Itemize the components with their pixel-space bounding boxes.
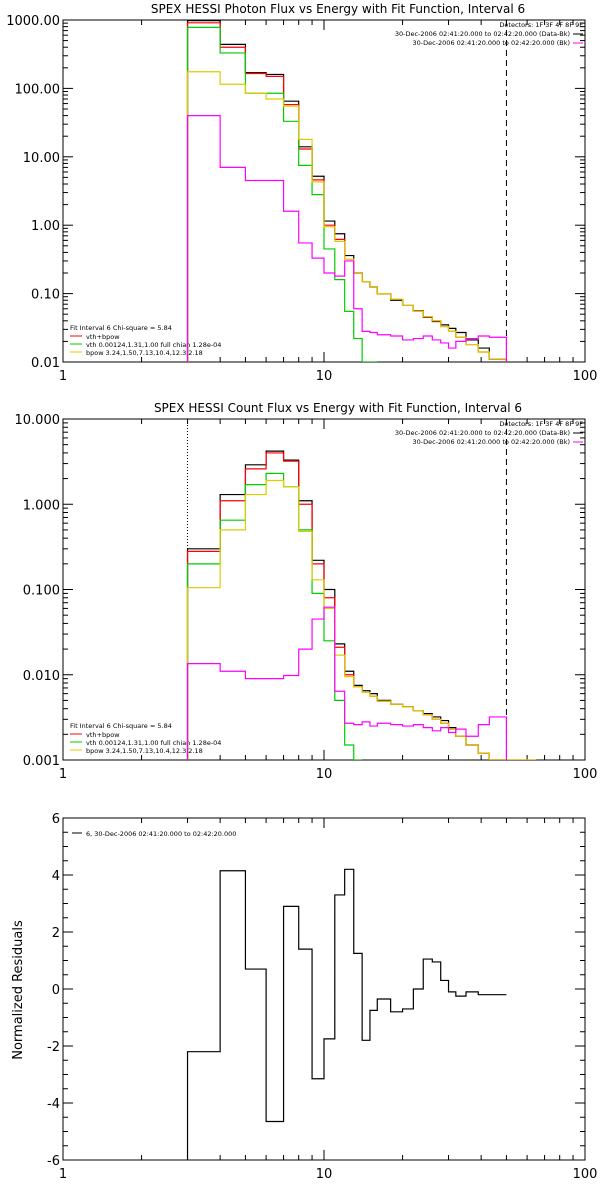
panel2-title: SPEX HESSI Count Flux vs Energy with Fit… bbox=[154, 401, 522, 415]
series-bk-line bbox=[186, 606, 508, 760]
panel1-ytick-label: 100.00 bbox=[15, 82, 61, 97]
panel1-fit-header: Fit Interval 6 Chi-square = 5.84 bbox=[70, 324, 172, 332]
panel3-ytick-label: -6 bbox=[47, 1154, 60, 1169]
panel1-time-data: 30-Dec-2006 02:41:20.000 to 02:42:20.000… bbox=[395, 30, 570, 38]
panel1-fit-model: vth+bpow bbox=[86, 333, 120, 341]
panel2-ytick-label: 0.010 bbox=[23, 669, 60, 684]
photon-flux-panel: SPEX HESSI Photon Flux vs Energy with Fi… bbox=[6, 2, 597, 384]
panel2-fit-model: vth+bpow bbox=[86, 731, 120, 739]
panel2-time-data: 30-Dec-2006 02:41:20.000 to 02:42:20.000… bbox=[395, 429, 570, 437]
panel2-tick-labels: 1 10 100 0.001 0.010 0.100 1.000 10.000 bbox=[15, 413, 598, 782]
series-bk-line bbox=[186, 115, 508, 362]
panel1-fit-bpow: bpow 3.24,1.50,7.13,10.4,12.3,2.18 bbox=[86, 349, 203, 357]
panel3-ytick-label: -2 bbox=[47, 1040, 60, 1055]
panel1-fit-vth: vth 0.00124,1.31,1.00 full chian 1.28e-0… bbox=[86, 341, 221, 349]
series-total-line bbox=[186, 450, 507, 760]
panel3-xtick-label: 100 bbox=[573, 1167, 598, 1182]
panel3-ytick-label: 6 bbox=[52, 812, 60, 827]
series-bpow-line bbox=[186, 479, 537, 760]
panel1-ytick-label: 0.10 bbox=[31, 288, 60, 303]
panel2-info: Detectors: 1F 3F 4F 8F 9F 30-Dec-2006 02… bbox=[395, 420, 583, 446]
panel2-fit-legend: Fit Interval 6 Chi-square = 5.84 vth+bpo… bbox=[70, 722, 221, 755]
panel1-title: SPEX HESSI Photon Flux vs Energy with Fi… bbox=[151, 2, 525, 16]
panel2-xtick-label: 1 bbox=[59, 767, 67, 782]
panel1-ytick-label: 1.00 bbox=[31, 219, 60, 234]
panel3-ytick-label: -4 bbox=[47, 1097, 60, 1112]
panel2-ytick-label: 0.001 bbox=[23, 754, 60, 769]
panel1-xtick-label: 10 bbox=[316, 369, 333, 384]
panel3-ytick-label: 0 bbox=[52, 983, 60, 998]
panel3-ytick-label: 4 bbox=[52, 869, 60, 884]
series-total-line bbox=[186, 868, 507, 1160]
residuals-panel: Normalized Residuals 1 10 100 -6 -4 -2 0… bbox=[11, 812, 597, 1182]
panel1-info: Detectors: 1F 3F 4F 8F 9F 30-Dec-2006 02… bbox=[395, 21, 583, 47]
panel2-ytick-label: 1.000 bbox=[23, 498, 60, 513]
panel2-fit-bpow: bpow 3.24,1.50,7.13,10.4,12.3,2.18 bbox=[86, 747, 203, 755]
panel2-ytick-label: 0.100 bbox=[23, 584, 60, 599]
panel1-ytick-label: 0.01 bbox=[31, 356, 60, 371]
panel1-detectors: Detectors: 1F 3F 4F 8F 9F bbox=[499, 21, 583, 29]
panel3-legend-label: 6, 30-Dec-2006 02:41:20.000 to 02:42:20.… bbox=[86, 830, 236, 838]
panel3-xtick-label: 10 bbox=[316, 1167, 333, 1182]
panel-axes-frame bbox=[62, 817, 586, 1161]
panel2-detectors: Detectors: 1F 3F 4F 8F 9F bbox=[499, 420, 583, 428]
panel3-tick-labels: 1 10 100 -6 -4 -2 0 2 4 6 bbox=[47, 812, 597, 1182]
panel2-xtick-label: 100 bbox=[573, 767, 598, 782]
panel1-ytick-label: 10.00 bbox=[23, 151, 60, 166]
panel3-ylabel: Normalized Residuals bbox=[11, 920, 26, 1060]
panel1-ytick-label: 1000.00 bbox=[6, 14, 60, 29]
panel2-fit-header: Fit Interval 6 Chi-square = 5.84 bbox=[70, 722, 172, 730]
series-bpow-line bbox=[186, 71, 508, 362]
panel1-time-bk: 30-Dec-2006 02:41:20.000 to 02:42:20.000… bbox=[413, 39, 571, 47]
count-flux-panel: SPEX HESSI Count Flux vs Energy with Fit… bbox=[15, 401, 598, 782]
panel1-xtick-label: 1 bbox=[59, 369, 67, 384]
panel2-fit-vth: vth 0.00124,1.31,1.00 full chian 1.28e-0… bbox=[86, 739, 221, 747]
panel3-xtick-label: 1 bbox=[59, 1167, 67, 1182]
panel1-tick-labels: 1 10 100 0.01 0.10 1.00 10.00 100.00 100… bbox=[6, 14, 597, 384]
panel1-fit-legend: Fit Interval 6 Chi-square = 5.84 vth+bpo… bbox=[70, 324, 221, 357]
series-vth-line bbox=[186, 26, 378, 362]
panel1-xtick-label: 100 bbox=[573, 369, 598, 384]
series-model-line bbox=[186, 452, 537, 760]
series-vth-line bbox=[186, 472, 363, 760]
panel3-legend: 6, 30-Dec-2006 02:41:20.000 to 02:42:20.… bbox=[72, 830, 236, 838]
panel2-ytick-label: 10.000 bbox=[15, 413, 61, 428]
panel3-ytick-label: 2 bbox=[52, 926, 60, 941]
panel2-xtick-label: 10 bbox=[316, 767, 333, 782]
panel2-time-bk: 30-Dec-2006 02:41:20.000 to 02:42:20.000… bbox=[413, 438, 571, 446]
